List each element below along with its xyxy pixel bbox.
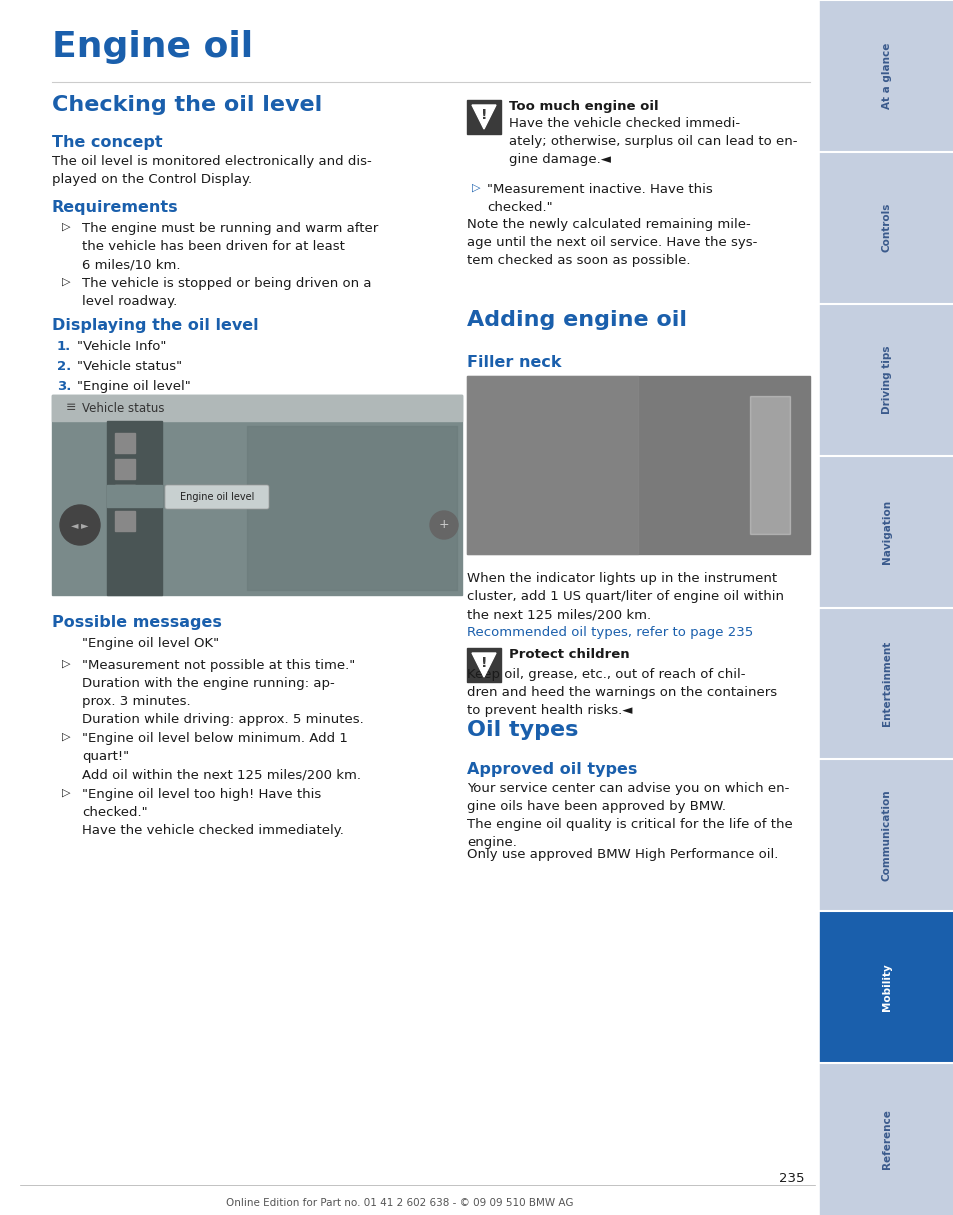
Bar xyxy=(820,911,953,1063)
Bar xyxy=(52,395,461,422)
Text: "Vehicle status": "Vehicle status" xyxy=(77,360,182,373)
Text: Recommended oil types, refer to page 235: Recommended oil types, refer to page 235 xyxy=(467,626,753,639)
Text: ▷: ▷ xyxy=(62,277,71,287)
Bar xyxy=(820,1063,953,1215)
Polygon shape xyxy=(749,396,789,535)
Text: Too much engine oil: Too much engine oil xyxy=(509,100,658,113)
Text: The vehicle is stopped or being driven on a
level roadway.: The vehicle is stopped or being driven o… xyxy=(82,277,371,309)
Text: Engine oil: Engine oil xyxy=(52,30,253,64)
Text: 2.: 2. xyxy=(57,360,71,373)
Circle shape xyxy=(60,505,100,546)
Text: ▷: ▷ xyxy=(62,659,71,669)
Bar xyxy=(820,456,953,608)
Text: Keep oil, grease, etc., out of reach of chil-
dren and heed the warnings on the : Keep oil, grease, etc., out of reach of … xyxy=(467,668,777,717)
Bar xyxy=(247,426,456,590)
Text: Vehicle status: Vehicle status xyxy=(82,401,164,414)
Bar xyxy=(107,485,162,507)
Bar xyxy=(52,395,461,595)
Polygon shape xyxy=(472,652,496,677)
Text: ▷: ▷ xyxy=(62,731,71,742)
Bar xyxy=(467,375,638,554)
Text: The oil level is monitored electronically and dis-
played on the Control Display: The oil level is monitored electronicall… xyxy=(52,156,372,186)
Text: Adding engine oil: Adding engine oil xyxy=(467,310,686,330)
Text: "Engine oil level below minimum. Add 1
quart!"
Add oil within the next 125 miles: "Engine oil level below minimum. Add 1 q… xyxy=(82,731,360,781)
Bar xyxy=(820,304,953,456)
Text: Driving tips: Driving tips xyxy=(882,345,891,414)
Text: At a glance: At a glance xyxy=(882,43,891,109)
Text: Protect children: Protect children xyxy=(509,648,629,661)
Text: 1.: 1. xyxy=(57,340,71,354)
Text: Your service center can advise you on which en-
gine oils have been approved by : Your service center can advise you on wh… xyxy=(467,782,788,813)
Text: When the indicator lights up in the instrument
cluster, add 1 US quart/liter of : When the indicator lights up in the inst… xyxy=(467,572,783,621)
Bar xyxy=(820,759,953,911)
Text: The engine must be running and warm after
the vehicle has been driven for at lea: The engine must be running and warm afte… xyxy=(82,222,377,272)
Text: ►: ► xyxy=(81,520,89,530)
Text: Mobility: Mobility xyxy=(882,963,891,1011)
Text: "Engine oil level": "Engine oil level" xyxy=(77,380,191,392)
Bar xyxy=(107,422,162,595)
Text: ≡: ≡ xyxy=(66,401,76,414)
Text: !: ! xyxy=(480,656,487,669)
Text: 3.: 3. xyxy=(57,380,71,392)
Text: "Engine oil level too high! Have this
checked."
Have the vehicle checked immedia: "Engine oil level too high! Have this ch… xyxy=(82,789,343,837)
Bar xyxy=(467,100,500,134)
Text: ▷: ▷ xyxy=(62,222,71,232)
Text: "Measurement not possible at this time."
Duration with the engine running: ap-
p: "Measurement not possible at this time."… xyxy=(82,659,363,727)
Text: +: + xyxy=(438,519,449,531)
Text: Oil types: Oil types xyxy=(467,720,578,740)
Text: Have the vehicle checked immedi-
ately; otherwise, surplus oil can lead to en-
g: Have the vehicle checked immedi- ately; … xyxy=(509,117,797,166)
Text: Reference: Reference xyxy=(882,1109,891,1169)
Bar xyxy=(115,512,135,531)
Circle shape xyxy=(430,512,457,539)
Text: Checking the oil level: Checking the oil level xyxy=(52,95,322,115)
Text: !: ! xyxy=(480,108,487,122)
Text: Possible messages: Possible messages xyxy=(52,615,222,631)
Text: ◄: ◄ xyxy=(71,520,79,530)
Text: Controls: Controls xyxy=(882,203,891,253)
Text: "Engine oil level OK": "Engine oil level OK" xyxy=(82,637,219,650)
FancyBboxPatch shape xyxy=(165,485,269,509)
Bar xyxy=(115,433,135,453)
Bar xyxy=(467,648,500,682)
Text: ▷: ▷ xyxy=(62,789,71,798)
Text: Communication: Communication xyxy=(882,790,891,881)
Bar xyxy=(820,152,953,304)
Text: The engine oil quality is critical for the life of the
engine.: The engine oil quality is critical for t… xyxy=(467,818,792,849)
Text: 235: 235 xyxy=(779,1172,804,1185)
Text: The concept: The concept xyxy=(52,135,162,149)
Text: Navigation: Navigation xyxy=(882,499,891,564)
Bar xyxy=(820,0,953,152)
Text: Approved oil types: Approved oil types xyxy=(467,762,637,778)
Text: Displaying the oil level: Displaying the oil level xyxy=(52,318,258,333)
Text: Entertainment: Entertainment xyxy=(882,640,891,727)
Text: Engine oil level: Engine oil level xyxy=(179,492,253,502)
Bar xyxy=(115,485,135,505)
Text: ▷: ▷ xyxy=(472,183,480,193)
Bar xyxy=(467,375,809,554)
Text: Online Edition for Part no. 01 41 2 602 638 - © 09 09 510 BMW AG: Online Edition for Part no. 01 41 2 602 … xyxy=(226,1198,573,1208)
Text: "Vehicle Info": "Vehicle Info" xyxy=(77,340,166,354)
Polygon shape xyxy=(472,104,496,129)
Text: Requirements: Requirements xyxy=(52,200,178,215)
Text: "Measurement inactive. Have this
checked.": "Measurement inactive. Have this checked… xyxy=(486,183,712,214)
Bar xyxy=(820,608,953,759)
Bar xyxy=(115,459,135,479)
Text: Filler neck: Filler neck xyxy=(467,355,561,371)
Text: Only use approved BMW High Performance oil.: Only use approved BMW High Performance o… xyxy=(467,848,778,861)
Text: Note the newly calculated remaining mile-
age until the next oil service. Have t: Note the newly calculated remaining mile… xyxy=(467,217,757,267)
